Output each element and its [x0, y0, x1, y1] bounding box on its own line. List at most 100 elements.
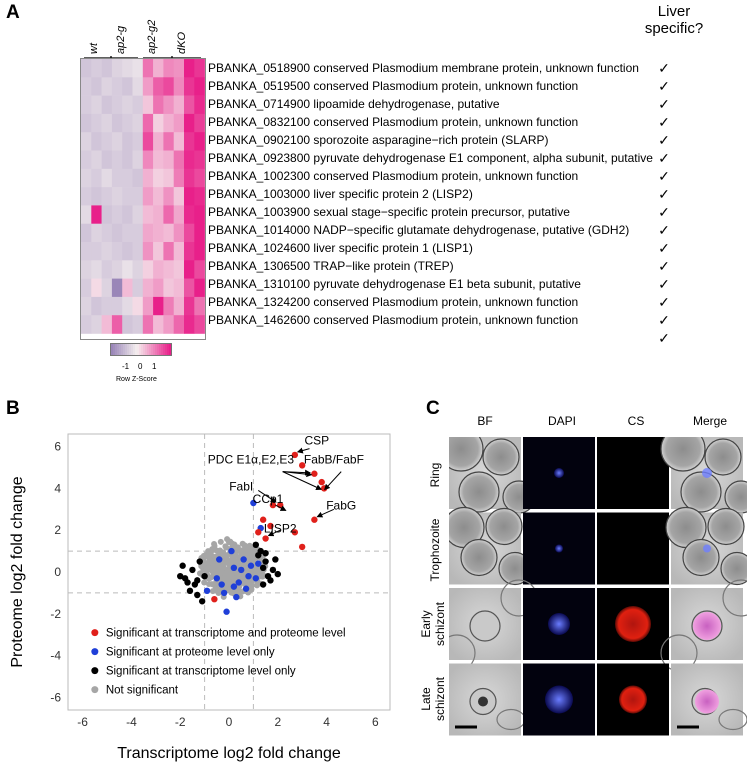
heatmap-cell — [163, 296, 174, 316]
liver-check-mark: ✓ — [658, 330, 670, 346]
scatter-point-not-significant — [219, 564, 226, 571]
scatter-point-transcriptome-only — [181, 575, 189, 582]
heatmap-cell — [153, 150, 164, 170]
color-key-swatch — [125, 344, 128, 355]
heatmap-cell — [173, 77, 185, 96]
heatmap-cell — [101, 315, 113, 334]
heatmap-cell — [163, 168, 174, 188]
heatmap-cell — [111, 278, 123, 298]
liver-check-mark: ✓ — [658, 114, 670, 130]
heatmap-cell — [142, 205, 154, 224]
heatmap-cell — [163, 132, 174, 151]
heatmap-cell — [81, 315, 92, 334]
heatmap-cell — [153, 223, 164, 243]
heatmap-cell — [111, 187, 123, 206]
legend-marker — [91, 667, 99, 675]
heatmap-cell — [101, 150, 113, 170]
row-header-ring: Ring — [422, 440, 448, 512]
heatmap-cell — [163, 187, 174, 206]
heatmap-cell — [101, 77, 113, 96]
heatmap-cell — [122, 296, 133, 316]
scatter-point-both — [255, 529, 262, 536]
heatmap-cell — [142, 315, 154, 334]
scatter-point-proteome-only — [240, 556, 247, 563]
scatter-point-not-significant — [209, 559, 216, 566]
heatmap-cell — [163, 77, 174, 96]
scatter-point-transcriptome-only — [259, 581, 267, 588]
scatter-point-not-significant — [239, 540, 246, 547]
heatmap-cell — [111, 242, 123, 261]
micrograph-tile — [671, 663, 747, 736]
scatter-point-proteome-only — [242, 585, 250, 592]
heatmap-cell — [81, 132, 92, 151]
heatmap-cell — [163, 205, 174, 224]
color-key-swatch — [119, 344, 122, 355]
heatmap-cell — [101, 278, 113, 298]
annotation-label: CCp1 — [253, 492, 284, 506]
heatmap-cell — [122, 150, 133, 170]
heatmap-cell — [111, 77, 123, 96]
heatmap-cell — [91, 168, 102, 188]
heatmap-cell — [163, 113, 174, 133]
scatter-point-transcriptome-only — [196, 558, 203, 565]
heatmap-cell — [132, 95, 144, 115]
annotation-label: LISP2 — [264, 521, 297, 535]
panel-c-letter: C — [426, 398, 440, 419]
heatmap-cell — [194, 278, 205, 298]
legend-marker — [91, 629, 99, 637]
heatmap-cell — [91, 278, 102, 298]
heatmap-cell — [184, 296, 195, 316]
heatmap-cell — [122, 205, 133, 224]
heatmap-cell — [142, 95, 154, 115]
heatmap-cell — [173, 315, 185, 334]
heatmap-cell — [142, 168, 154, 188]
heatmap-cell — [142, 242, 154, 261]
scatter-point-proteome-only — [237, 566, 245, 574]
annotation-arrow — [316, 508, 335, 518]
gene-label: PBANKA_1014000 NADP−specific glutamate d… — [208, 223, 630, 237]
micrograph-tile — [523, 437, 595, 509]
heatmap-cell — [111, 168, 123, 188]
gene-label: PBANKA_0714900 lipoamide dehydrogenase, … — [208, 97, 500, 111]
heatmap-cell — [132, 59, 144, 78]
scatter-point-transcriptome-only — [194, 591, 201, 599]
heatmap-cell — [184, 113, 195, 133]
gene-label: PBANKA_1310100 pyruvate dehydrogenase E1… — [208, 277, 581, 291]
heatmap-cell — [153, 59, 164, 78]
color-key-swatch — [165, 344, 168, 355]
row-header-trophozoite: Trophozoite — [422, 515, 448, 587]
heatmap-cell — [194, 260, 205, 279]
liver-check-mark: ✓ — [658, 258, 670, 274]
scatter-point-proteome-only — [203, 587, 211, 595]
scatter-point-both — [259, 516, 267, 523]
heatmap-cell — [111, 132, 123, 151]
heatmap-cell — [91, 132, 102, 151]
heatmap-cell — [132, 132, 144, 151]
heatmap-cell — [122, 168, 133, 188]
gene-label: PBANKA_1462600 conserved Plasmodium prot… — [208, 313, 579, 327]
heatmap-cell — [142, 113, 154, 133]
gene-label: PBANKA_0832100 conserved Plasmodium prot… — [208, 115, 579, 129]
scatter-point-transcriptome-only — [194, 577, 201, 584]
micrograph-tile — [597, 437, 669, 509]
heatmap-cell — [91, 242, 102, 261]
heatmap-cell — [81, 242, 92, 261]
liver-check-mark: ✓ — [658, 96, 670, 112]
heatmap-cell — [142, 278, 154, 298]
heatmap-cell — [173, 205, 185, 224]
scatter-point-proteome-only — [216, 556, 223, 563]
x-axis-label: Transcriptome log2 fold change — [117, 745, 341, 762]
row-header-late-schizont-text: Late schizont — [419, 676, 447, 722]
heatmap-cell — [153, 187, 164, 206]
heatmap-cell — [194, 296, 205, 316]
liver-check-mark: ✓ — [658, 312, 670, 328]
row-header-trophozoite-text: Trophozoite — [428, 518, 442, 582]
scatter-point-not-significant — [234, 544, 241, 551]
annotation-arrow — [324, 471, 342, 491]
micrograph-tile — [660, 579, 747, 672]
heatmap-cell — [122, 315, 133, 334]
row-header-late-schizont: Late schizont — [418, 665, 448, 737]
heatmap-cell — [111, 59, 123, 78]
heatmap-cell — [81, 260, 92, 279]
heatmap-cell — [194, 95, 205, 115]
